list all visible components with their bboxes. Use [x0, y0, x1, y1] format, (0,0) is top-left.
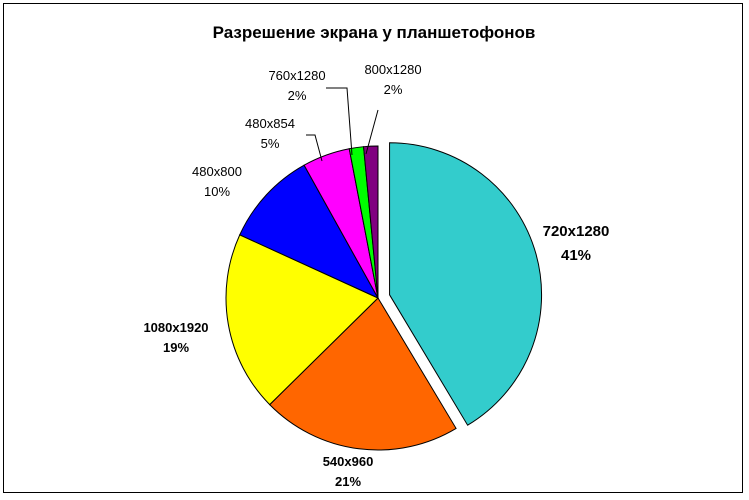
slice-category-label-480x800: 480x800	[192, 164, 242, 179]
leader-line-800x1280	[365, 109, 379, 155]
leader-lines	[306, 87, 379, 162]
chart-title: Разрешение экрана у планшетофонов	[213, 23, 536, 42]
slice-percent-label-720x1280: 41%	[561, 247, 591, 264]
pie-slice-800x1280	[363, 145, 379, 299]
pie-slice-1080x1920	[225, 234, 379, 406]
pie-slice-480x800	[239, 164, 380, 300]
slice-category-label-800x1280: 800x1280	[364, 62, 421, 77]
pie-slice-720x1280	[389, 142, 542, 426]
pie-slices	[225, 142, 542, 451]
leader-line-480x854	[306, 134, 323, 162]
slice-category-label-720x1280: 720x1280	[543, 223, 610, 240]
slice-category-label-1080x1920: 1080x1920	[143, 320, 208, 335]
pie-chart: Разрешение экрана у планшетофонов 720x12…	[143, 23, 609, 489]
slice-percent-label-480x854: 5%	[261, 136, 280, 151]
slice-category-label-480x854: 480x854	[245, 116, 295, 131]
slice-category-label-540x960: 540x960	[323, 454, 374, 469]
slice-percent-label-800x1280: 2%	[384, 82, 403, 97]
pie-slice-540x960	[268, 297, 457, 451]
slice-percent-label-540x960: 21%	[335, 474, 361, 489]
slice-percent-label-760x1280: 2%	[288, 88, 307, 103]
slice-percent-label-480x800: 10%	[204, 184, 230, 199]
leader-line-760x1280	[326, 87, 353, 156]
slice-percent-label-1080x1920: 19%	[163, 340, 189, 355]
slice-category-label-760x1280: 760x1280	[268, 68, 325, 83]
slice-labels: 720x1280 41% 540x960 21% 1080x1920 19% 480x800…	[143, 62, 609, 489]
chart-area: Разрешение экрана у планшетофонов 720x12…	[3, 3, 743, 493]
